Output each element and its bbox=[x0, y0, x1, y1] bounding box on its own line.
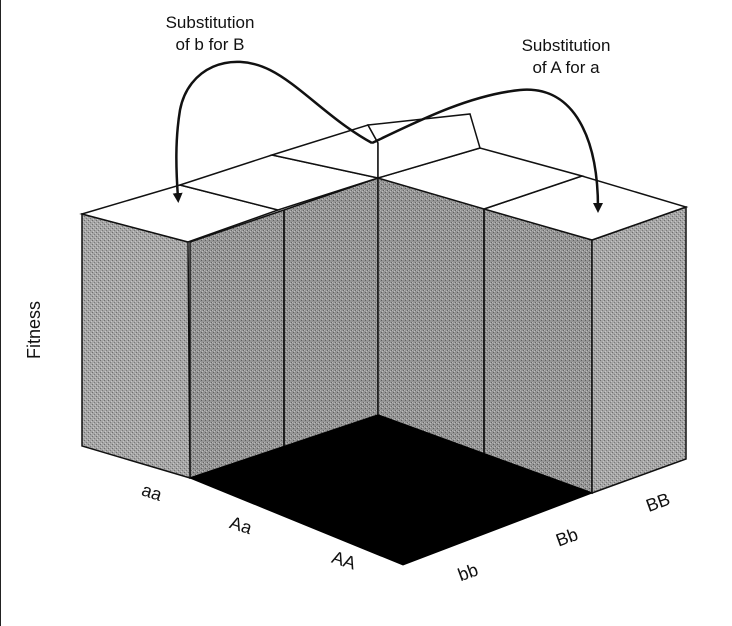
top-tiles bbox=[79, 113, 689, 243]
tile-back-center bbox=[366, 113, 481, 180]
arrow-a-for-a bbox=[371, 88, 603, 213]
block-bb-front bbox=[591, 205, 687, 495]
annotation-left-line2: of b for B bbox=[176, 35, 245, 54]
block-aa bbox=[81, 213, 191, 480]
a-locus-label-AA: AA bbox=[329, 547, 358, 573]
arrow-b-for-b bbox=[172, 60, 373, 203]
a-locus-label-aa: aa bbox=[139, 480, 165, 506]
y-axis-label: Fitness bbox=[24, 301, 44, 359]
b-locus-label-Bb: Bb bbox=[553, 524, 581, 550]
annotation-left-line1: Substitution bbox=[166, 13, 255, 32]
block-aa-front bbox=[81, 213, 191, 480]
a-locus-label-Aa: Aa bbox=[227, 512, 255, 538]
b-locus-label-BB: BB bbox=[643, 489, 672, 516]
annotation-right-line2: of A for a bbox=[532, 58, 600, 77]
annotation-right-line1: Substitution bbox=[522, 36, 611, 55]
b-locus-label-bb: bb bbox=[455, 560, 481, 586]
block-bb bbox=[591, 205, 687, 495]
